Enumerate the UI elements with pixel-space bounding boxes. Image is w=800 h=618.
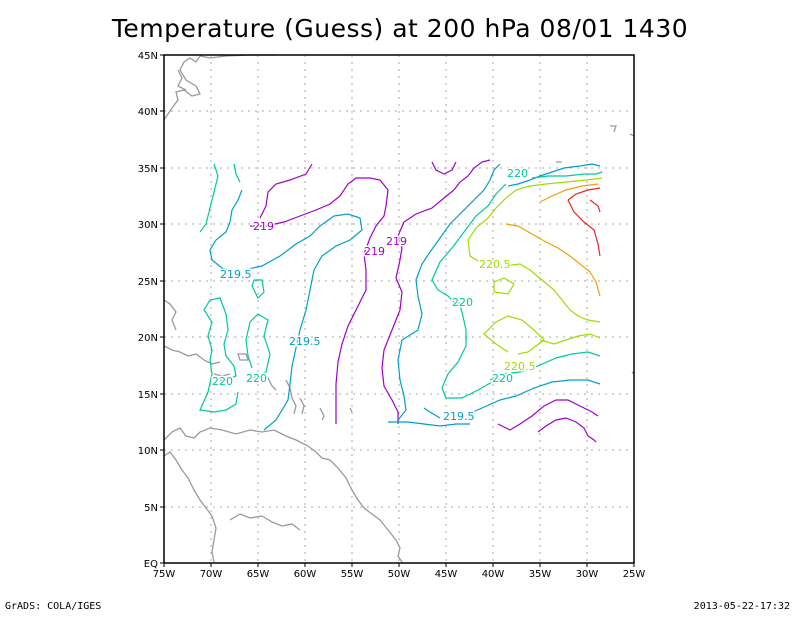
contour-label: 219.5: [289, 335, 321, 348]
lon-label: 65W: [247, 569, 270, 580]
grid-lines: [164, 55, 634, 563]
coastlines: [163, 54, 635, 563]
lon-label: 45W: [435, 569, 458, 580]
lat-label: 45N: [138, 51, 158, 62]
lat-label: 35N: [138, 164, 158, 175]
lat-label: 40N: [138, 107, 158, 118]
contour-label: 219: [386, 235, 407, 248]
lon-label: 55W: [341, 569, 364, 580]
lon-label: 25W: [623, 569, 646, 580]
tick-marks: [160, 54, 635, 567]
lon-label: 50W: [388, 569, 411, 580]
lat-label: 20N: [138, 333, 158, 344]
lat-label: 5N: [144, 503, 158, 514]
lon-label: 75W: [153, 569, 176, 580]
lon-tick-labels: 75W 70W 65W 60W 55W 50W 45W 40W 35W 30W …: [153, 569, 646, 580]
footer-credit: GrADS: COLA/IGES: [5, 601, 102, 612]
contour-label: 219: [364, 245, 385, 258]
map-title: Temperature (Guess) at 200 hPa 08/01 143…: [111, 14, 689, 43]
lon-label: 70W: [200, 569, 223, 580]
lat-label: 15N: [138, 390, 158, 401]
contour-lines: [199, 159, 603, 443]
contour-label: 220: [452, 296, 473, 309]
contour-label: 220.5: [479, 258, 511, 271]
lat-tick-labels: EQ 5N 10N 15N 20N 25N 30N 35N 40N 45N: [138, 51, 158, 570]
contour-label: 219.5: [443, 410, 475, 423]
contour-label: 220: [246, 372, 267, 385]
lat-label: EQ: [144, 559, 158, 570]
lon-label: 35W: [529, 569, 552, 580]
contour-label: 220: [507, 167, 528, 180]
contour-labels: 219 219 219 219.5 219.5 219.5 220 220 22…: [211, 166, 538, 425]
lat-label: 30N: [138, 220, 158, 231]
lat-label: 25N: [138, 277, 158, 288]
lat-label: 10N: [138, 446, 158, 457]
contour-label: 219.5: [220, 268, 252, 281]
footer-timestamp: 2013-05-22-17:32: [693, 601, 790, 612]
contour-label: 220: [492, 372, 513, 385]
contour-label: 220: [212, 375, 233, 388]
contour-label: 219: [253, 220, 274, 233]
lon-label: 30W: [576, 569, 599, 580]
lon-label: 60W: [294, 569, 317, 580]
lon-label: 40W: [482, 569, 505, 580]
contour-label: 220.5: [504, 360, 536, 373]
